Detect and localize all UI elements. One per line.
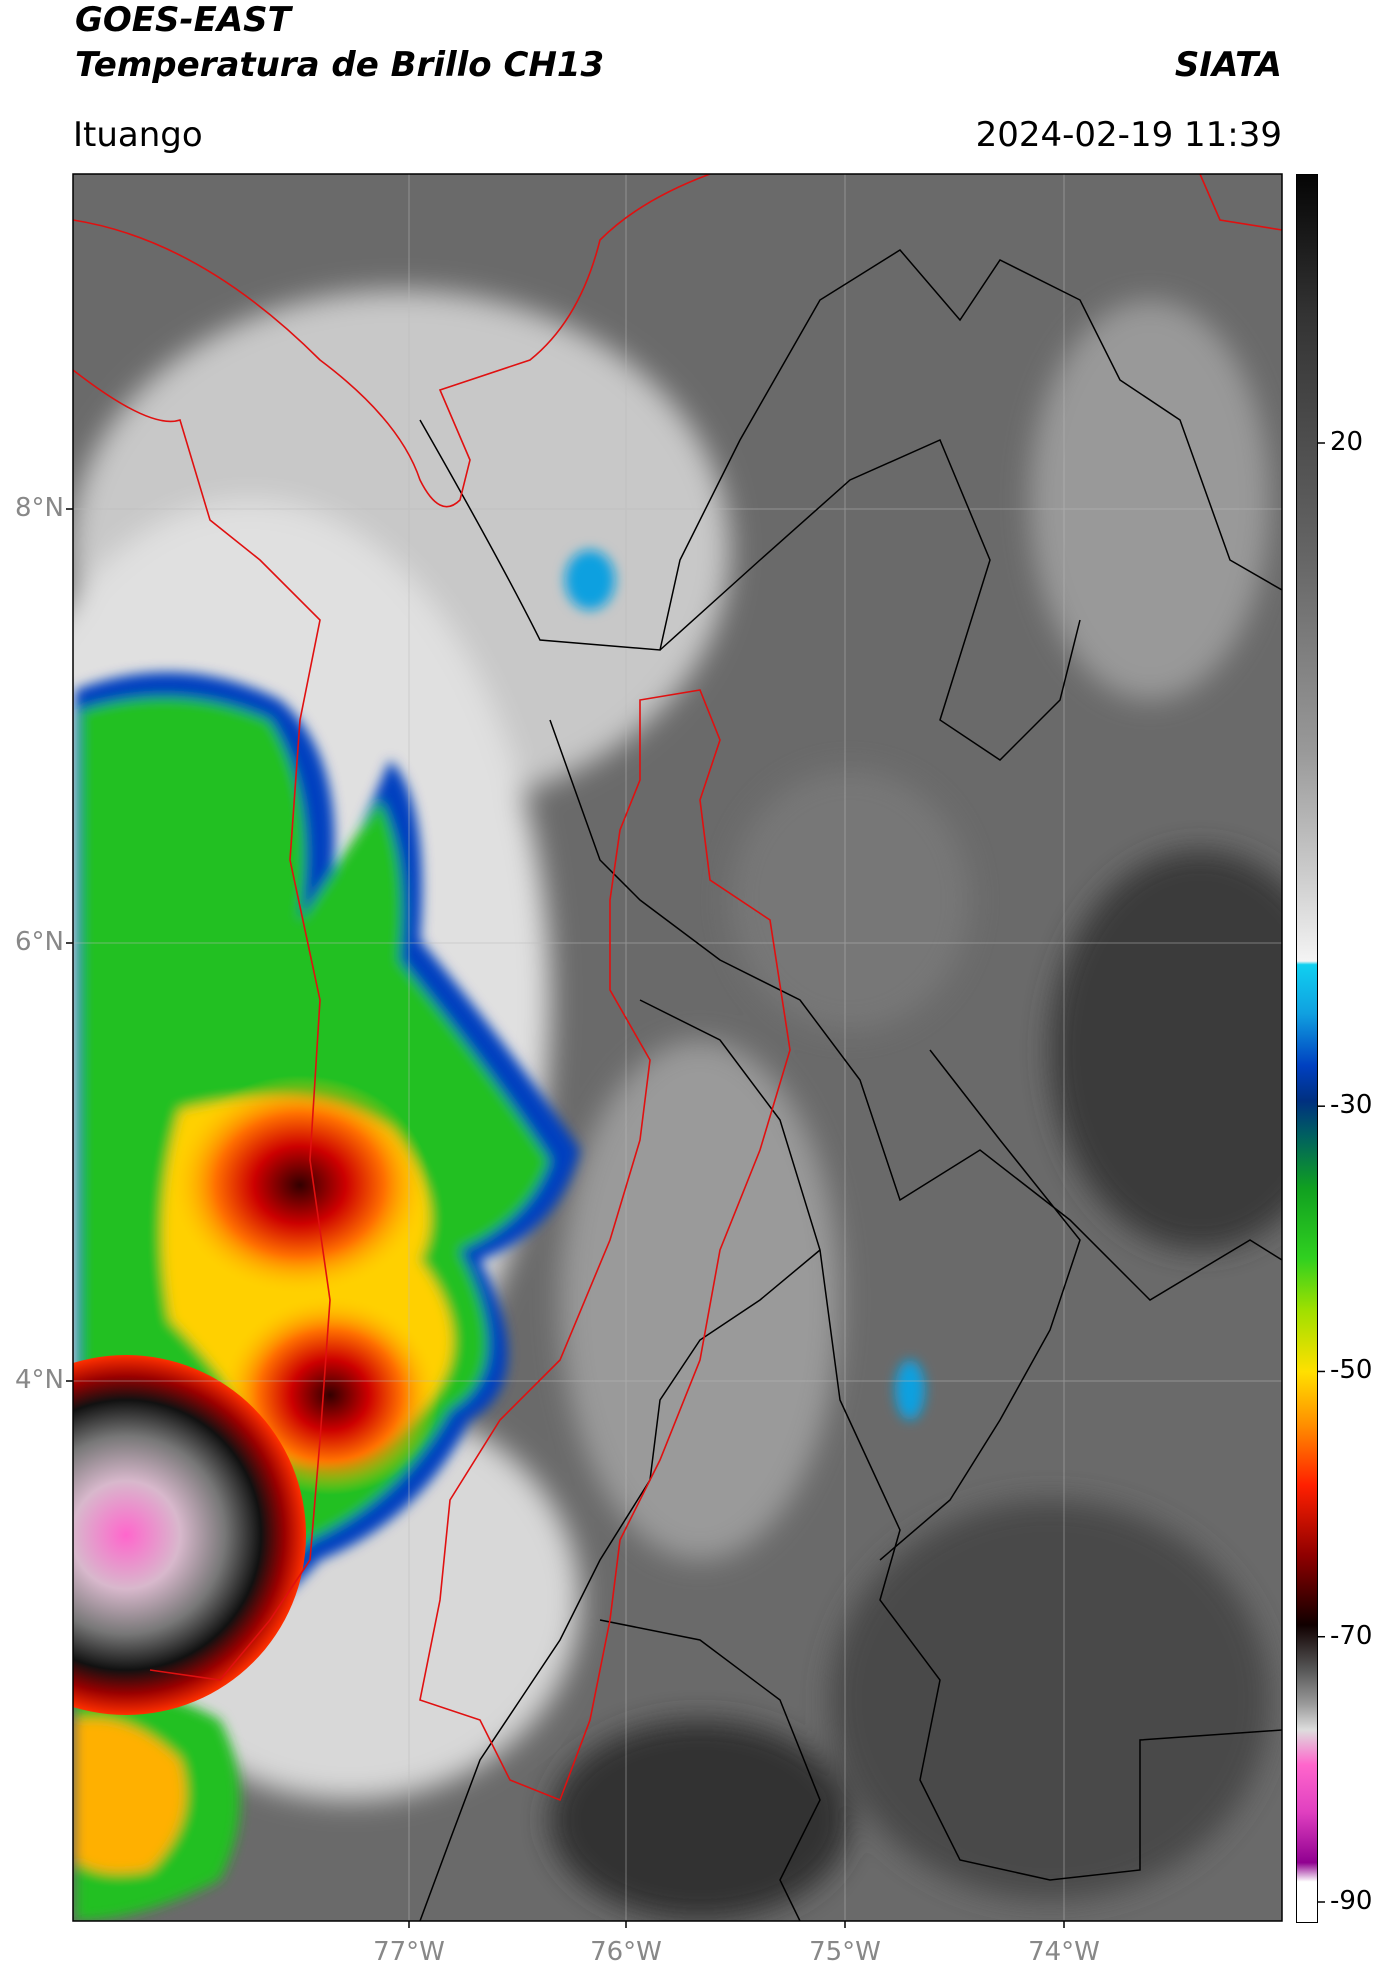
admin-boundaries <box>419 249 1282 1921</box>
colorbar <box>1296 174 1318 1923</box>
lat-label: 8°N <box>15 493 64 523</box>
map-frame <box>72 173 1283 1922</box>
colorbar-tick-label: -50 <box>1330 1355 1373 1386</box>
brand: SIATA <box>1174 45 1282 85</box>
lon-label: 74°W <box>1028 1937 1100 1967</box>
lon-label: 76°W <box>590 1937 662 1967</box>
lat-label: 6°N <box>15 927 64 957</box>
region-boundary <box>73 174 1282 1802</box>
colorbar-tick-label: -70 <box>1330 1620 1373 1651</box>
lon-label: 77°W <box>373 1937 445 1967</box>
satellite-image <box>73 174 1282 1921</box>
datetime: 2024-02-19 11:39 <box>975 115 1282 155</box>
lat-label: 4°N <box>15 1365 64 1395</box>
location: Ituango <box>73 115 203 155</box>
colorbar-tick-label: -30 <box>1330 1090 1373 1121</box>
subtitle: Temperatura de Brillo CH13 <box>75 45 605 85</box>
graticule <box>73 174 1282 1921</box>
lon-label: 75°W <box>809 1937 881 1967</box>
colorbar-tick-label: -90 <box>1330 1886 1373 1916</box>
colorbar-tick-label: 20 <box>1330 427 1364 457</box>
title: GOES-EAST <box>75 0 291 40</box>
